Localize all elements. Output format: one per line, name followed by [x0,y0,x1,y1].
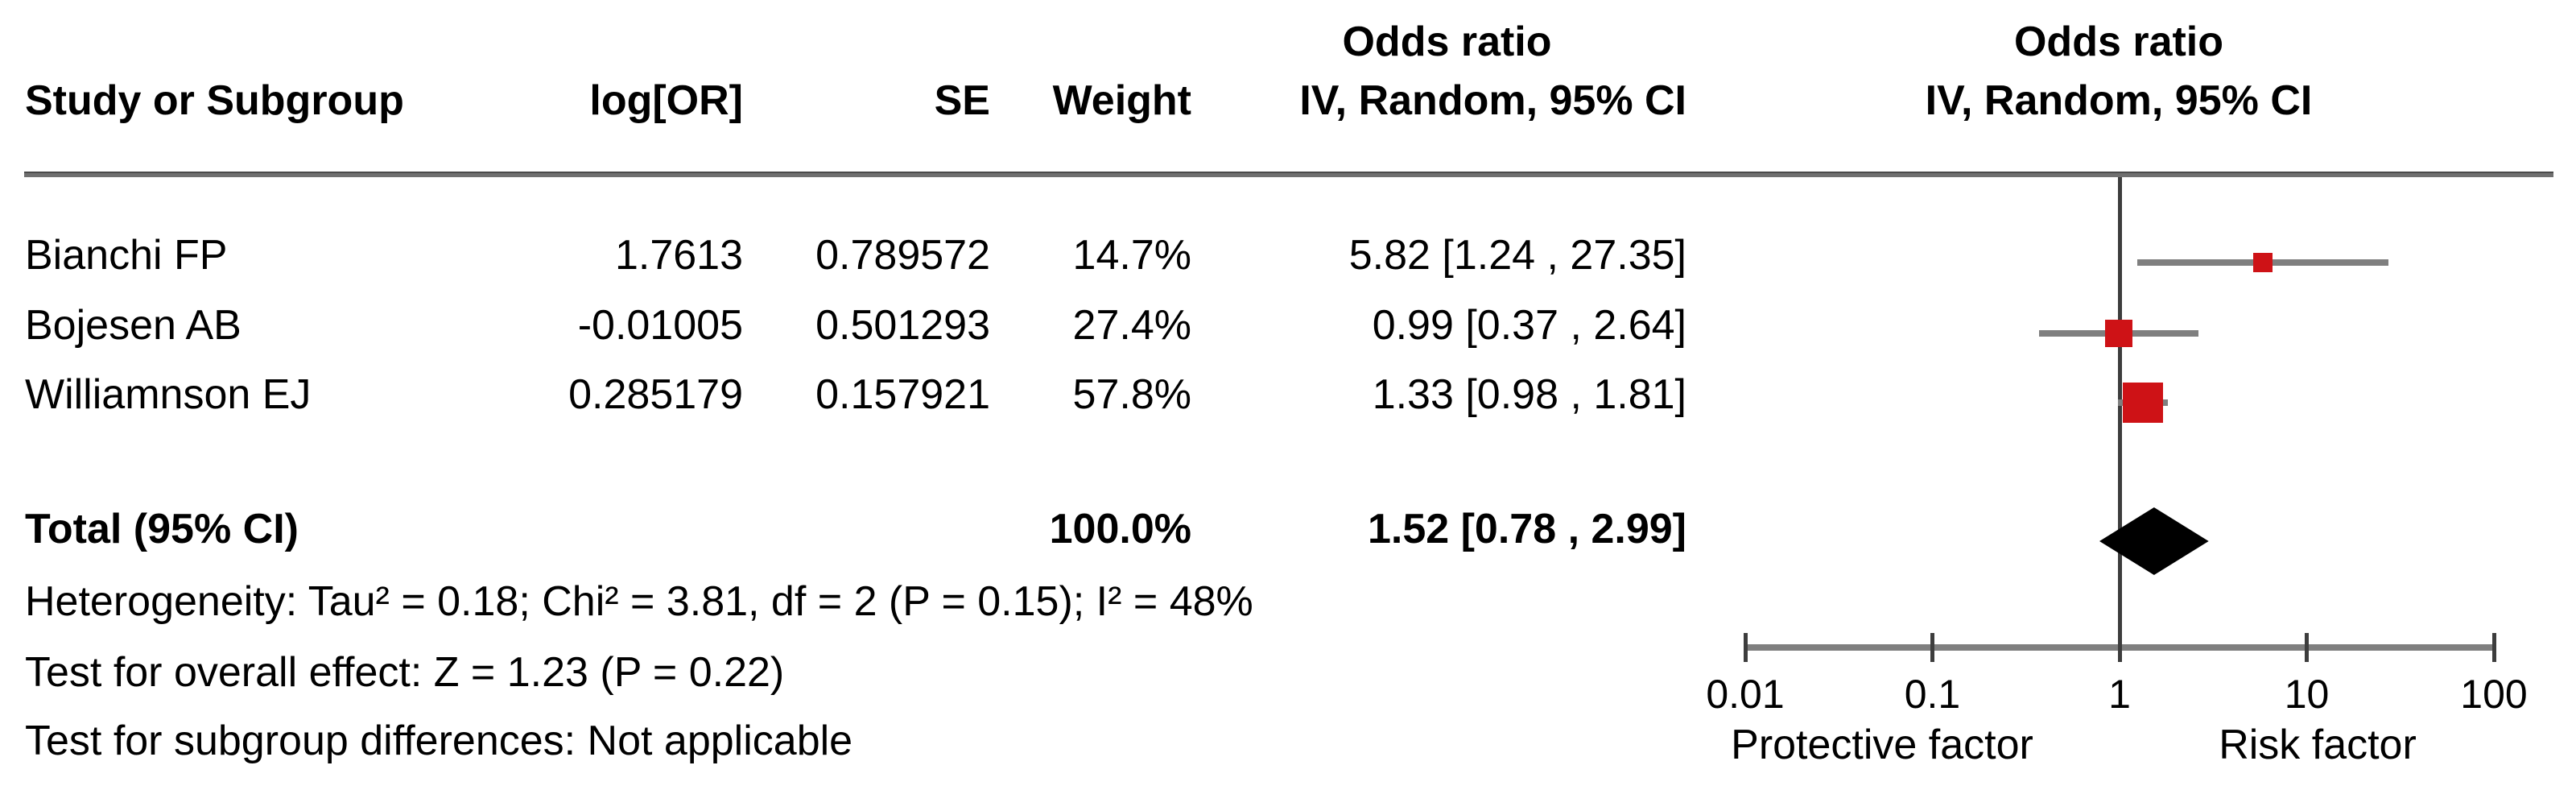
overall-effect-note: Test for overall effect: Z = 1.23 (P = 0… [25,649,785,696]
weight-value: 57.8% [1072,371,1191,418]
study-name: Bojesen AB [25,302,242,349]
ci-text-value: 1.33 [0.98 , 1.81] [1372,371,1686,418]
ci-text-value: 5.82 [1.24 , 27.35] [1348,232,1686,279]
x-axis-tick [2117,633,2122,662]
header-divider-rule [24,172,2553,177]
null-effect-line [2117,177,2122,662]
ci-text-value: 0.99 [0.37 , 2.64] [1372,302,1686,349]
total-weight: 100.0% [1049,506,1191,552]
x-axis-tick [1930,633,1934,662]
header-odds-ratio-plot-col: Odds ratio [2013,19,2224,65]
x-axis-left-label: Protective factor [1731,722,2033,768]
weight-value: 14.7% [1072,232,1191,279]
total-diamond [2099,507,2209,575]
x-axis-tick-label: 0.1 [1904,672,1961,717]
log-or-value: 0.285179 [568,371,743,418]
weight-value: 27.4% [1072,302,1191,349]
x-axis-right-label: Risk factor [2219,722,2417,768]
x-axis-tick [2305,633,2309,662]
x-axis-tick-label: 100 [2460,672,2528,717]
x-axis-tick-label: 10 [2284,672,2330,717]
header-iv-random-ci-plot-col: IV, Random, 95% CI [1925,77,2313,124]
header-weight: Weight [1052,77,1191,124]
header-log-or: log[OR] [589,77,743,124]
subgroup-differences-note: Test for subgroup differences: Not appli… [25,718,853,764]
point-estimate-marker [2252,253,2273,272]
x-axis-tick [1743,633,1748,662]
point-estimate-marker [2104,320,2132,347]
se-value: 0.501293 [815,302,990,349]
point-estimate-marker [2122,383,2163,423]
header-study-or-subgroup: Study or Subgroup [25,77,404,124]
header-se: SE [934,77,990,124]
x-axis-tick [2491,633,2496,662]
study-name: Bianchi FP [25,232,228,279]
se-value: 0.789572 [815,232,990,279]
x-axis-tick-label: 0.01 [1706,672,1785,717]
se-value: 0.157921 [815,371,990,418]
x-axis-tick-label: 1 [2108,672,2131,717]
study-name: Williamnson EJ [25,371,312,418]
total-label: Total (95% CI) [25,506,299,552]
log-or-value: -0.01005 [577,302,743,349]
heterogeneity-note: Heterogeneity: Tau² = 0.18; Chi² = 3.81,… [25,578,1253,625]
header-iv-random-ci-text-col: IV, Random, 95% CI [1299,77,1686,124]
total-ci-text: 1.52 [0.78 , 2.99] [1367,506,1686,552]
log-or-value: 1.7613 [614,232,743,279]
header-odds-ratio-text-col: Odds ratio [1342,19,1552,65]
